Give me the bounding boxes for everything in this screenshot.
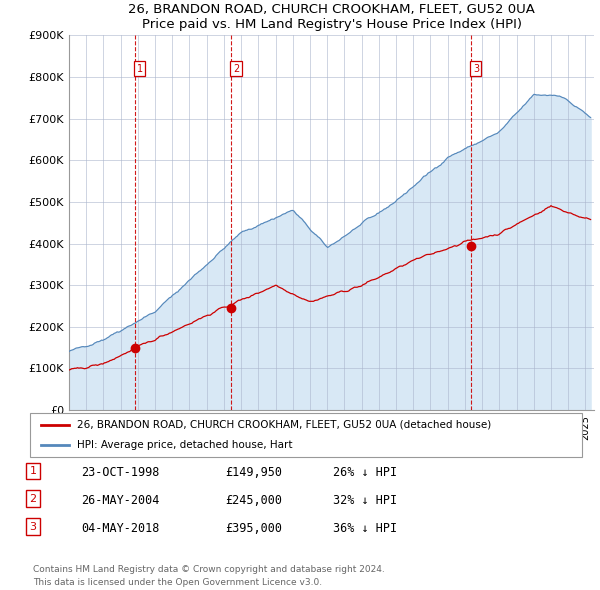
Title: 26, BRANDON ROAD, CHURCH CROOKHAM, FLEET, GU52 0UA
Price paid vs. HM Land Regist: 26, BRANDON ROAD, CHURCH CROOKHAM, FLEET… [128, 4, 535, 31]
Text: 2: 2 [233, 64, 239, 74]
Text: 32% ↓ HPI: 32% ↓ HPI [333, 494, 397, 507]
Text: 23-OCT-1998: 23-OCT-1998 [81, 466, 160, 479]
Text: 3: 3 [29, 522, 37, 532]
Text: £395,000: £395,000 [225, 522, 282, 535]
Text: £149,950: £149,950 [225, 466, 282, 479]
Text: 04-MAY-2018: 04-MAY-2018 [81, 522, 160, 535]
Text: 2: 2 [29, 494, 37, 504]
Text: 36% ↓ HPI: 36% ↓ HPI [333, 522, 397, 535]
Text: HPI: Average price, detached house, Hart: HPI: Average price, detached house, Hart [77, 440, 292, 450]
Text: £245,000: £245,000 [225, 494, 282, 507]
Text: 3: 3 [473, 64, 479, 74]
Text: 26, BRANDON ROAD, CHURCH CROOKHAM, FLEET, GU52 0UA (detached house): 26, BRANDON ROAD, CHURCH CROOKHAM, FLEET… [77, 420, 491, 430]
Text: 26% ↓ HPI: 26% ↓ HPI [333, 466, 397, 479]
Text: 26-MAY-2004: 26-MAY-2004 [81, 494, 160, 507]
Text: Contains HM Land Registry data © Crown copyright and database right 2024.
This d: Contains HM Land Registry data © Crown c… [33, 565, 385, 587]
Text: 1: 1 [29, 466, 37, 476]
Text: 1: 1 [137, 64, 143, 74]
